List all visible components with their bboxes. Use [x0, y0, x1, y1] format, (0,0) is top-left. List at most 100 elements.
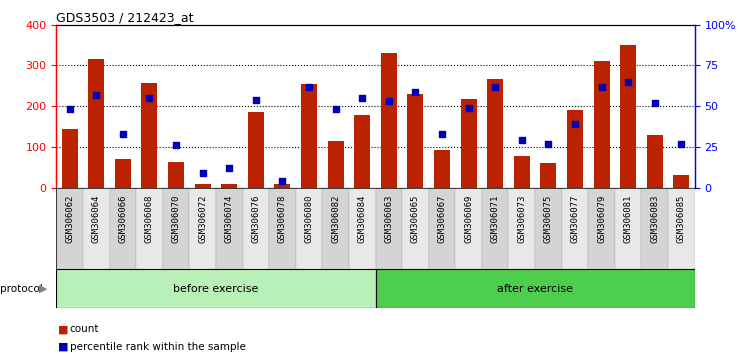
Bar — [327, 141, 344, 188]
Text: GSM306072: GSM306072 — [198, 194, 207, 242]
Bar — [248, 112, 264, 188]
Bar — [508, 188, 535, 269]
Text: GSM306067: GSM306067 — [438, 194, 447, 242]
Point — [276, 178, 288, 184]
Point — [143, 95, 155, 101]
Bar — [615, 188, 641, 269]
Text: ▶: ▶ — [39, 284, 47, 293]
Point — [489, 84, 501, 90]
Bar — [674, 176, 689, 188]
Text: ■: ■ — [58, 342, 68, 352]
Bar — [301, 84, 317, 188]
Point — [463, 105, 475, 111]
Point — [303, 84, 315, 90]
Bar — [376, 188, 402, 269]
Text: GSM306071: GSM306071 — [490, 194, 499, 242]
Text: protocol: protocol — [0, 284, 43, 293]
Point — [675, 141, 687, 147]
Bar — [189, 188, 216, 269]
Bar — [620, 45, 636, 188]
Bar — [562, 188, 588, 269]
Text: GSM306070: GSM306070 — [171, 194, 180, 242]
Text: GSM306079: GSM306079 — [597, 194, 606, 242]
Point — [330, 107, 342, 112]
Point — [436, 131, 448, 137]
Text: GSM306062: GSM306062 — [65, 194, 74, 242]
Bar — [668, 188, 695, 269]
Bar — [402, 188, 429, 269]
Bar — [460, 99, 477, 188]
Point — [649, 100, 661, 106]
Text: percentile rank within the sample: percentile rank within the sample — [70, 342, 246, 352]
Bar — [136, 188, 163, 269]
Point — [223, 165, 235, 171]
Text: GSM306081: GSM306081 — [623, 194, 632, 242]
Text: GSM306082: GSM306082 — [331, 194, 340, 242]
Point — [596, 84, 608, 90]
Point — [356, 95, 368, 101]
Point — [117, 131, 129, 137]
Text: GSM306083: GSM306083 — [650, 194, 659, 242]
Bar — [216, 188, 243, 269]
Text: GSM306073: GSM306073 — [517, 194, 526, 242]
Bar — [588, 188, 615, 269]
Point — [197, 170, 209, 176]
Text: GSM306085: GSM306085 — [677, 194, 686, 242]
Bar — [647, 135, 663, 188]
Text: GSM306084: GSM306084 — [357, 194, 366, 242]
Point — [409, 89, 421, 95]
Bar — [56, 269, 376, 308]
Text: GSM306080: GSM306080 — [304, 194, 313, 242]
Bar — [269, 188, 296, 269]
Bar — [455, 188, 482, 269]
Bar — [296, 188, 322, 269]
Bar — [429, 188, 455, 269]
Text: GSM306066: GSM306066 — [119, 194, 128, 242]
Text: GSM306078: GSM306078 — [278, 194, 287, 242]
Bar — [354, 115, 370, 188]
Bar — [514, 156, 529, 188]
Point — [64, 107, 76, 112]
Point — [542, 141, 554, 147]
Bar — [110, 188, 136, 269]
Bar — [115, 159, 131, 188]
Point — [622, 79, 634, 85]
Text: GSM306069: GSM306069 — [464, 194, 473, 242]
Text: count: count — [70, 324, 99, 334]
Bar — [195, 183, 210, 188]
Bar — [222, 183, 237, 188]
Text: GSM306063: GSM306063 — [385, 194, 394, 242]
Text: GSM306076: GSM306076 — [252, 194, 261, 242]
Text: after exercise: after exercise — [497, 284, 573, 293]
Point — [250, 97, 262, 103]
Point — [170, 142, 182, 148]
Bar — [482, 188, 508, 269]
Bar — [274, 184, 291, 188]
Bar — [376, 269, 695, 308]
Text: GSM306077: GSM306077 — [571, 194, 580, 242]
Point — [90, 92, 102, 98]
Text: GSM306068: GSM306068 — [145, 194, 154, 242]
Bar — [593, 62, 610, 188]
Bar — [89, 59, 104, 188]
Bar — [349, 188, 376, 269]
Text: ■: ■ — [58, 324, 68, 334]
Bar — [243, 188, 269, 269]
Text: GSM306065: GSM306065 — [411, 194, 420, 242]
Bar — [56, 188, 83, 269]
Text: GSM306064: GSM306064 — [92, 194, 101, 242]
Bar — [381, 53, 397, 188]
Bar — [541, 163, 556, 188]
Point — [383, 98, 395, 104]
Bar — [434, 150, 450, 188]
Bar — [163, 188, 189, 269]
Point — [569, 121, 581, 127]
Point — [516, 138, 528, 143]
Bar — [535, 188, 562, 269]
Bar — [62, 129, 77, 188]
Text: GDS3503 / 212423_at: GDS3503 / 212423_at — [56, 11, 194, 24]
Bar — [322, 188, 349, 269]
Bar — [641, 188, 668, 269]
Bar — [168, 162, 184, 188]
Bar — [487, 79, 503, 188]
